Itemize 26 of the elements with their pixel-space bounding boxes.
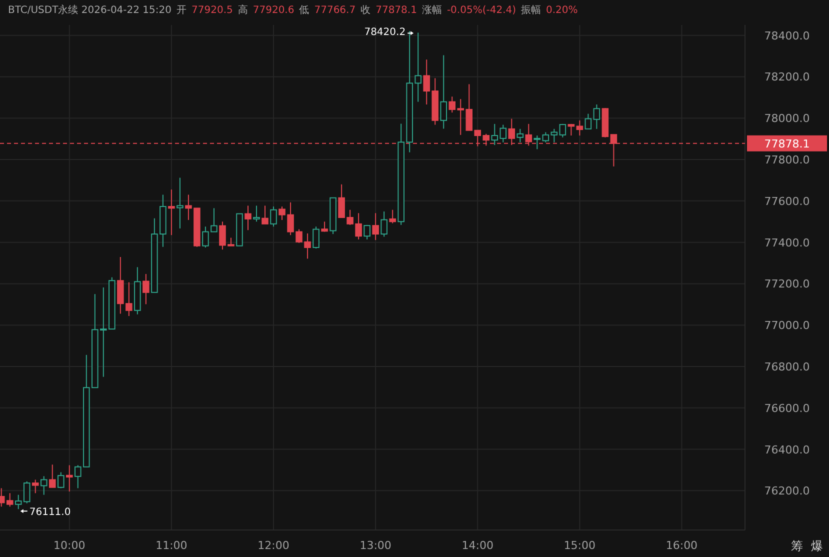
y-tick-label: 78400.0 (764, 29, 810, 42)
x-tick-label: 12:00 (258, 539, 290, 552)
text: 筹 (791, 539, 803, 553)
text: 爆 (811, 539, 823, 553)
y-tick-label: 77400.0 (764, 236, 810, 250)
x-tick-label: 14:00 (462, 539, 494, 552)
chart-title: BTC/USDT永续 2026-04-22 15:20 (8, 4, 172, 16)
text: 开 77920.5 高 77920.6 低 77766.7 收 77878.1 涨幅 -0.05%(-42.4) 振幅 0.20% (176, 5, 578, 16)
y-tick-label: 76400.0 (764, 443, 810, 456)
annotation: 76111.0 (29, 507, 71, 518)
y-tick-label: 77000.0 (764, 319, 810, 332)
y-tick-label: 77200.0 (764, 278, 810, 291)
y-tick-label: 76200.0 (764, 484, 810, 498)
annotation: 78420.2 (364, 27, 406, 38)
y-tick-label: 77800.0 (764, 154, 810, 167)
x-tick-label: 15:00 (564, 539, 596, 552)
x-tick-label: 13:00 (360, 539, 392, 552)
y-tick-label: 78200.0 (764, 70, 810, 84)
x-tick-label: 10:00 (54, 539, 86, 552)
y-tick-label: 76600.0 (764, 402, 810, 415)
y-tick-label: 78000.0 (764, 112, 810, 126)
ref-line-label: 77878.1 (764, 137, 810, 150)
y-tick-label: 76800.0 (764, 360, 810, 374)
y-tick-label: 77600.0 (764, 194, 810, 208)
x-tick-label: 16:00 (666, 539, 698, 552)
x-tick-label: 11:00 (156, 539, 188, 552)
